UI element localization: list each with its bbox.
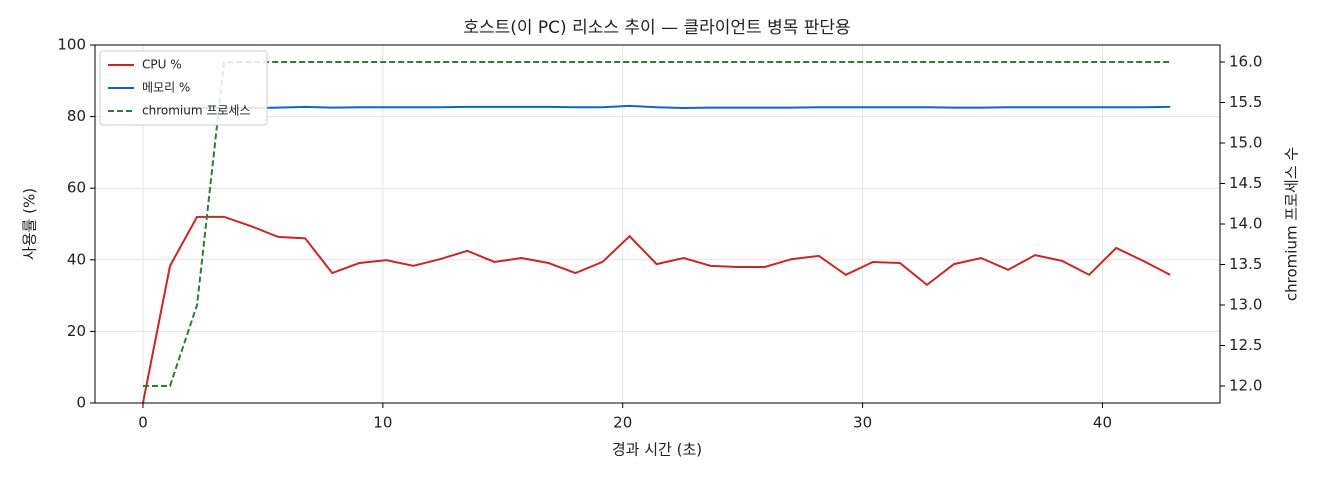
x-tick-label: 10: [373, 414, 392, 432]
y2-axis-label: chromium 프로세스 수: [1283, 147, 1301, 301]
series-line: [142, 61, 1171, 387]
y2-tick-label: 12.0: [1229, 376, 1262, 394]
y-tick-label: 80: [67, 107, 86, 125]
y2-tick-label: 15.5: [1229, 93, 1262, 111]
chart-title: 호스트(이 PC) 리소스 추이 — 클라이언트 병목 판단용: [463, 18, 850, 38]
legend-box: [99, 50, 268, 126]
y2-tick-label: 16.0: [1229, 53, 1262, 71]
y2-tick-label: 14.5: [1229, 174, 1262, 192]
x-tick-label: 0: [138, 414, 148, 432]
x-axis-label: 경과 시간 (초): [612, 441, 702, 459]
y2-tick-label: 13.5: [1229, 255, 1262, 273]
y2-tick-label: 15.0: [1229, 134, 1262, 152]
plot-frame: [94, 44, 1221, 404]
y2-tick-label: 12.5: [1229, 336, 1262, 354]
legend-label: CPU %: [142, 58, 182, 72]
y-tick-label: 0: [76, 394, 86, 412]
y-tick-label: 60: [67, 179, 86, 197]
y-tick-label: 40: [67, 250, 86, 268]
y-tick-label: 20: [67, 322, 86, 340]
y-axis-label: 사용률 (%): [21, 188, 39, 260]
legend-label: 메모리 %: [142, 81, 190, 95]
y2-tick-label: 13.0: [1229, 295, 1262, 313]
series-line: [142, 104, 1171, 110]
x-tick-label: 30: [853, 414, 872, 432]
x-tick-label: 20: [613, 414, 632, 432]
series-line: [141, 215, 1171, 404]
x-tick-label: 40: [1093, 414, 1112, 432]
legend-label: chromium 프로세스: [142, 104, 251, 118]
y-tick-label: 100: [57, 36, 86, 54]
y2-tick-label: 14.0: [1229, 215, 1262, 233]
